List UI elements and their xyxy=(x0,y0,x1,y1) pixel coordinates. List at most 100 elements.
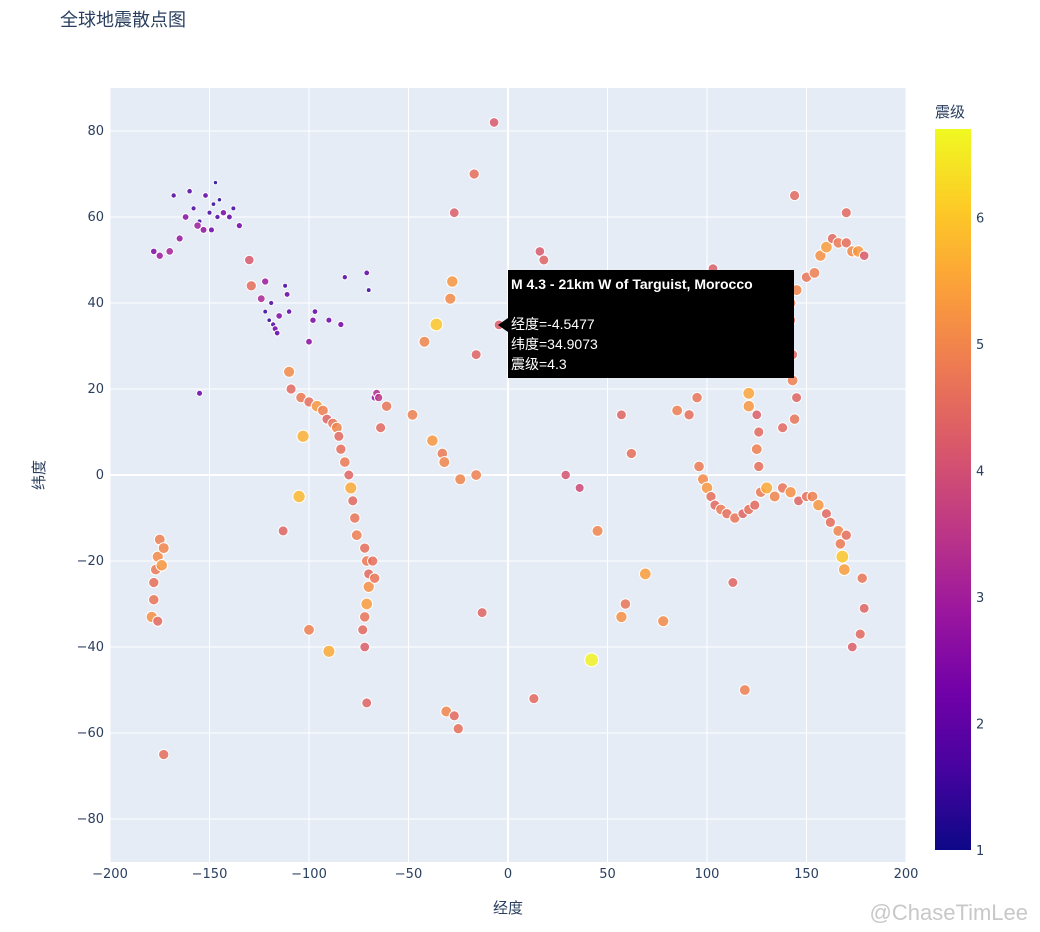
earthquake-point[interactable] xyxy=(812,498,825,512)
earthquake-point[interactable] xyxy=(148,593,160,606)
earthquake-point[interactable] xyxy=(820,240,833,254)
earthquake-point[interactable] xyxy=(365,287,372,294)
earthquake-point[interactable] xyxy=(337,320,345,329)
earthquake-point[interactable] xyxy=(671,404,684,417)
earthquake-point[interactable] xyxy=(333,430,345,442)
earthquake-point[interactable] xyxy=(230,205,237,212)
earthquake-point[interactable] xyxy=(193,221,202,230)
earthquake-point[interactable] xyxy=(219,208,228,217)
earthquake-point[interactable] xyxy=(196,389,204,397)
earthquake-point[interactable] xyxy=(338,456,351,468)
earthquake-point[interactable] xyxy=(268,299,275,307)
earthquake-point[interactable] xyxy=(309,316,317,324)
earthquake-point[interactable] xyxy=(190,205,197,212)
earthquake-point[interactable] xyxy=(380,400,393,412)
earthquake-point[interactable] xyxy=(791,392,803,404)
earthquake-point[interactable] xyxy=(753,426,765,438)
earthquake-point[interactable] xyxy=(360,597,374,611)
earthquake-point[interactable] xyxy=(361,697,373,709)
earthquake-point[interactable] xyxy=(165,247,175,256)
earthquake-point[interactable] xyxy=(149,247,158,256)
earthquake-point[interactable] xyxy=(429,317,444,332)
earthquake-point[interactable] xyxy=(158,748,170,761)
earthquake-point[interactable] xyxy=(768,490,781,503)
earthquake-point[interactable] xyxy=(619,598,632,610)
earthquake-point[interactable] xyxy=(837,563,851,576)
earthquake-point[interactable] xyxy=(347,495,359,507)
earthquake-point[interactable] xyxy=(357,624,369,636)
earthquake-point[interactable] xyxy=(243,254,255,266)
earthquake-point[interactable] xyxy=(840,207,852,219)
earthquake-point[interactable] xyxy=(470,469,483,481)
earthquake-point[interactable] xyxy=(175,234,184,243)
earthquake-point[interactable] xyxy=(574,482,585,493)
earthquake-point[interactable] xyxy=(292,489,306,504)
earthquake-point[interactable] xyxy=(824,516,837,528)
earthquake-point[interactable] xyxy=(216,197,223,203)
earthquake-point[interactable] xyxy=(452,723,464,735)
earthquake-point[interactable] xyxy=(738,684,751,696)
earthquake-point[interactable] xyxy=(349,512,361,524)
earthquake-point[interactable] xyxy=(275,312,283,320)
earthquake-point[interactable] xyxy=(210,201,217,207)
earthquake-point[interactable] xyxy=(625,447,638,460)
earthquake-point[interactable] xyxy=(214,213,221,221)
earthquake-point[interactable] xyxy=(806,490,819,503)
earthquake-point[interactable] xyxy=(373,392,384,403)
earthquake-point[interactable] xyxy=(846,641,858,653)
earthquake-point[interactable] xyxy=(426,434,439,447)
earthquake-point[interactable] xyxy=(325,316,333,324)
earthquake-point[interactable] xyxy=(693,460,705,473)
earthquake-point[interactable] xyxy=(262,308,269,315)
earthquake-point[interactable] xyxy=(363,269,371,277)
earthquake-point[interactable] xyxy=(788,413,801,425)
earthquake-point[interactable] xyxy=(206,209,213,216)
earthquake-point[interactable] xyxy=(742,399,756,413)
earthquake-point[interactable] xyxy=(375,422,387,434)
earthquake-point[interactable] xyxy=(367,555,379,567)
earthquake-point[interactable] xyxy=(359,542,371,554)
earthquake-point[interactable] xyxy=(335,443,347,455)
earthquake-point[interactable] xyxy=(448,710,460,722)
earthquake-point[interactable] xyxy=(691,391,703,404)
earthquake-point[interactable] xyxy=(225,213,233,221)
earthquake-point[interactable] xyxy=(148,576,160,589)
earthquake-point[interactable] xyxy=(840,529,852,541)
earthquake-point[interactable] xyxy=(212,179,219,186)
earthquake-point[interactable] xyxy=(266,317,273,324)
earthquake-point[interactable] xyxy=(368,572,381,584)
earthquake-point[interactable] xyxy=(362,580,375,593)
earthquake-point[interactable] xyxy=(615,610,628,624)
earthquake-point[interactable] xyxy=(751,409,763,421)
earthquake-point[interactable] xyxy=(856,572,868,584)
earthquake-point[interactable] xyxy=(202,192,209,199)
earthquake-point[interactable] xyxy=(277,525,289,537)
earthquake-point[interactable] xyxy=(181,213,190,221)
earthquake-point[interactable] xyxy=(760,481,774,495)
earthquake-point[interactable] xyxy=(344,481,358,495)
earthquake-point[interactable] xyxy=(285,383,297,395)
earthquake-point[interactable] xyxy=(808,266,821,279)
earthquake-point[interactable] xyxy=(343,469,355,481)
earthquake-point[interactable] xyxy=(207,226,216,234)
earthquake-point[interactable] xyxy=(742,386,756,400)
earthquake-point[interactable] xyxy=(528,693,540,705)
earthquake-point[interactable] xyxy=(322,644,336,658)
earthquake-point[interactable] xyxy=(858,602,870,614)
earthquake-point[interactable] xyxy=(444,292,457,305)
earthquake-point[interactable] xyxy=(305,337,313,346)
earthquake-point[interactable] xyxy=(282,282,289,289)
earthquake-point[interactable] xyxy=(753,460,765,473)
earthquake-point[interactable] xyxy=(858,250,870,262)
earthquake-point[interactable] xyxy=(152,615,164,627)
earthquake-point[interactable] xyxy=(448,207,460,219)
earthquake-point[interactable] xyxy=(560,469,571,481)
earthquake-point[interactable] xyxy=(303,623,315,636)
earthquake-point[interactable] xyxy=(470,349,482,361)
earthquake-point[interactable] xyxy=(245,280,257,292)
earthquake-point[interactable] xyxy=(840,237,852,249)
earthquake-point[interactable] xyxy=(727,577,739,588)
earthquake-point[interactable] xyxy=(446,275,459,288)
earthquake-point[interactable] xyxy=(468,168,480,180)
